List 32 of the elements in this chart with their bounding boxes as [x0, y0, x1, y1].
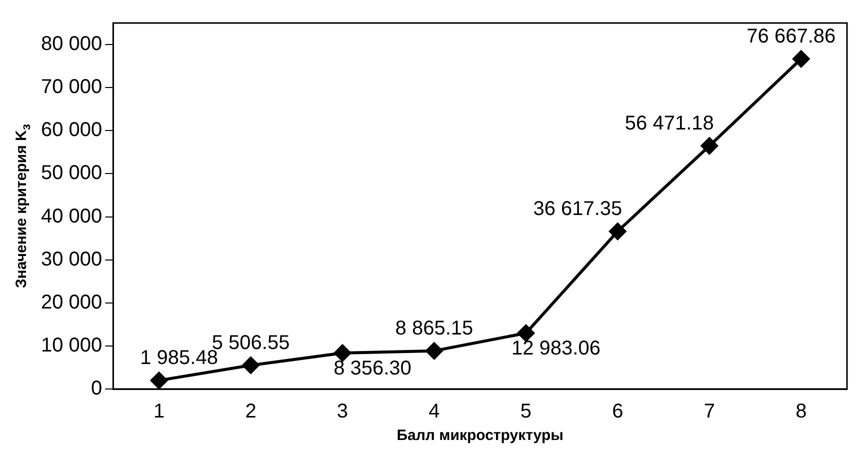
x-tick-label: 7 — [704, 400, 715, 423]
data-label: 36 617.35 — [533, 198, 622, 220]
data-label: 76 667.86 — [746, 25, 836, 48]
point — [792, 50, 810, 68]
y-tick-label: 0 — [91, 378, 102, 400]
data-label: 8 356.30 — [334, 358, 412, 380]
y-tick-label: 70 000 — [41, 76, 102, 98]
data-label: 8 865.15 — [395, 317, 474, 340]
x-axis-title: Балл микроструктуры — [396, 427, 564, 444]
point — [609, 222, 626, 240]
point — [517, 324, 534, 342]
y-tick-label: 20 000 — [41, 291, 102, 314]
point — [700, 137, 718, 154]
x-tick-label: 4 — [428, 400, 440, 423]
y-tick-label: 30 000 — [41, 248, 102, 270]
point — [426, 342, 443, 360]
data-label: 12 983.06 — [511, 338, 600, 360]
y-tick-label: 80 000 — [41, 33, 102, 56]
x-tick-label: 8 — [796, 400, 807, 423]
x-tick-label: 1 — [153, 400, 165, 423]
x-tick-label: 5 — [520, 400, 532, 423]
y-tick-label: 40 000 — [41, 205, 102, 228]
y-tick-label: 60 000 — [41, 119, 102, 142]
data-label: 56 471.18 — [624, 112, 714, 134]
point — [150, 372, 168, 389]
x-tick-label: 2 — [245, 400, 256, 423]
x-tick-label: 6 — [612, 400, 624, 423]
x-tick-label: 3 — [336, 400, 348, 423]
point — [334, 344, 351, 362]
y-tick-label: 10 000 — [41, 334, 102, 356]
y-tick-label: 50 000 — [41, 162, 102, 184]
point — [242, 356, 260, 374]
